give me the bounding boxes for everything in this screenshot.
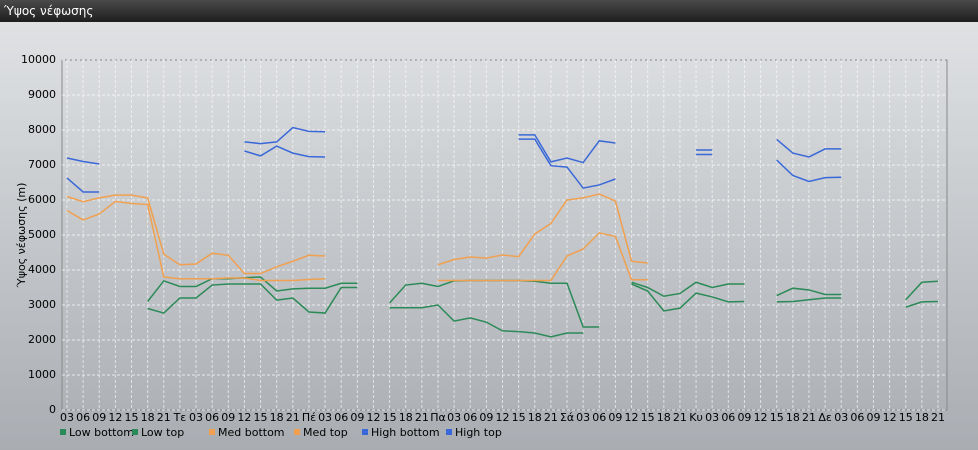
x-tick-label: 21 xyxy=(286,411,300,424)
x-tick-label: Πέ xyxy=(302,411,316,424)
legend-label: High bottom xyxy=(371,426,440,439)
x-tick-label: 18 xyxy=(141,411,155,424)
y-tick-label: 7000 xyxy=(28,158,56,171)
x-tick-label: 09 xyxy=(221,411,235,424)
x-tick-label: 03 xyxy=(705,411,719,424)
y-tick-label: 8000 xyxy=(28,123,56,136)
y-tick-label: 10000 xyxy=(21,53,56,66)
x-tick-label: Κυ xyxy=(689,411,703,424)
y-tick-label: 2000 xyxy=(28,333,56,346)
x-tick-label: 18 xyxy=(786,411,800,424)
x-tick-label: 21 xyxy=(157,411,171,424)
legend-swatch xyxy=(362,429,368,435)
x-tick-label: 15 xyxy=(383,411,397,424)
x-tick-label: 15 xyxy=(254,411,268,424)
y-tick-label: 3000 xyxy=(28,298,56,311)
x-tick-label: 09 xyxy=(866,411,880,424)
legend-swatch xyxy=(294,429,300,435)
x-tick-label: 03 xyxy=(318,411,332,424)
x-tick-label: 12 xyxy=(108,411,122,424)
x-tick-label: 09 xyxy=(737,411,751,424)
x-tick-label: 03 xyxy=(576,411,590,424)
x-tick-label: 03 xyxy=(447,411,461,424)
x-tick-label: 21 xyxy=(673,411,687,424)
legend-swatch xyxy=(60,429,66,435)
x-tick-label: 03 xyxy=(834,411,848,424)
y-tick-label: 1000 xyxy=(28,368,56,381)
x-tick-label: 09 xyxy=(350,411,364,424)
x-tick-label: Τε xyxy=(173,411,187,424)
legend-label: Low top xyxy=(141,426,184,439)
x-tick-label: 21 xyxy=(415,411,429,424)
x-tick-label: 09 xyxy=(608,411,622,424)
x-tick-label: 12 xyxy=(237,411,251,424)
x-tick-label: 18 xyxy=(657,411,671,424)
x-tick-label: 21 xyxy=(802,411,816,424)
x-tick-label: 06 xyxy=(592,411,606,424)
x-tick-label: 21 xyxy=(544,411,558,424)
x-tick-label: 12 xyxy=(366,411,380,424)
x-tick-label: Δε xyxy=(818,411,832,424)
legend-swatch xyxy=(446,429,452,435)
x-tick-label: 15 xyxy=(125,411,139,424)
x-tick-label: 21 xyxy=(931,411,945,424)
series-line xyxy=(66,126,842,165)
x-tick-label: Σά xyxy=(560,411,574,424)
x-tick-label: 18 xyxy=(399,411,413,424)
series-line xyxy=(147,283,939,338)
y-tick-label: 6000 xyxy=(28,193,56,206)
legend-label: High top xyxy=(455,426,502,439)
x-tick-label: 03 xyxy=(60,411,74,424)
series-line xyxy=(66,138,842,193)
title-bar: Ύψος νέφωσης xyxy=(0,0,978,22)
x-tick-label: 06 xyxy=(721,411,735,424)
legend-label: Med bottom xyxy=(218,426,285,439)
series-line xyxy=(147,276,939,328)
x-tick-label: 18 xyxy=(270,411,284,424)
series-line xyxy=(66,193,648,275)
legend-label: Med top xyxy=(303,426,348,439)
legend-label: Low bottom xyxy=(69,426,134,439)
legend-swatch xyxy=(209,429,215,435)
x-tick-label: 12 xyxy=(625,411,639,424)
x-tick-label: 06 xyxy=(76,411,90,424)
x-tick-label: 06 xyxy=(850,411,864,424)
x-tick-label: 18 xyxy=(915,411,929,424)
x-tick-label: 09 xyxy=(92,411,106,424)
x-tick-label: 03 xyxy=(189,411,203,424)
x-tick-label: 06 xyxy=(205,411,219,424)
y-tick-label: 4000 xyxy=(28,263,56,276)
y-tick-label: 0 xyxy=(49,403,56,416)
series-line xyxy=(66,200,648,282)
y-tick-label: 5000 xyxy=(28,228,56,241)
y-tick-label: 9000 xyxy=(28,88,56,101)
x-tick-label: 12 xyxy=(883,411,897,424)
x-tick-label: 09 xyxy=(479,411,493,424)
legend-swatch xyxy=(132,429,138,435)
x-tick-label: 06 xyxy=(334,411,348,424)
x-tick-label: Πα xyxy=(430,411,446,424)
x-tick-label: 15 xyxy=(899,411,913,424)
x-tick-label: 18 xyxy=(528,411,542,424)
x-tick-label: 06 xyxy=(463,411,477,424)
x-tick-label: 12 xyxy=(754,411,768,424)
y-axis-label: Ύψος νέφωσης (m) xyxy=(15,183,28,289)
x-tick-label: 15 xyxy=(512,411,526,424)
x-tick-label: 15 xyxy=(641,411,655,424)
x-tick-label: 12 xyxy=(496,411,510,424)
x-tick-label: 15 xyxy=(770,411,784,424)
